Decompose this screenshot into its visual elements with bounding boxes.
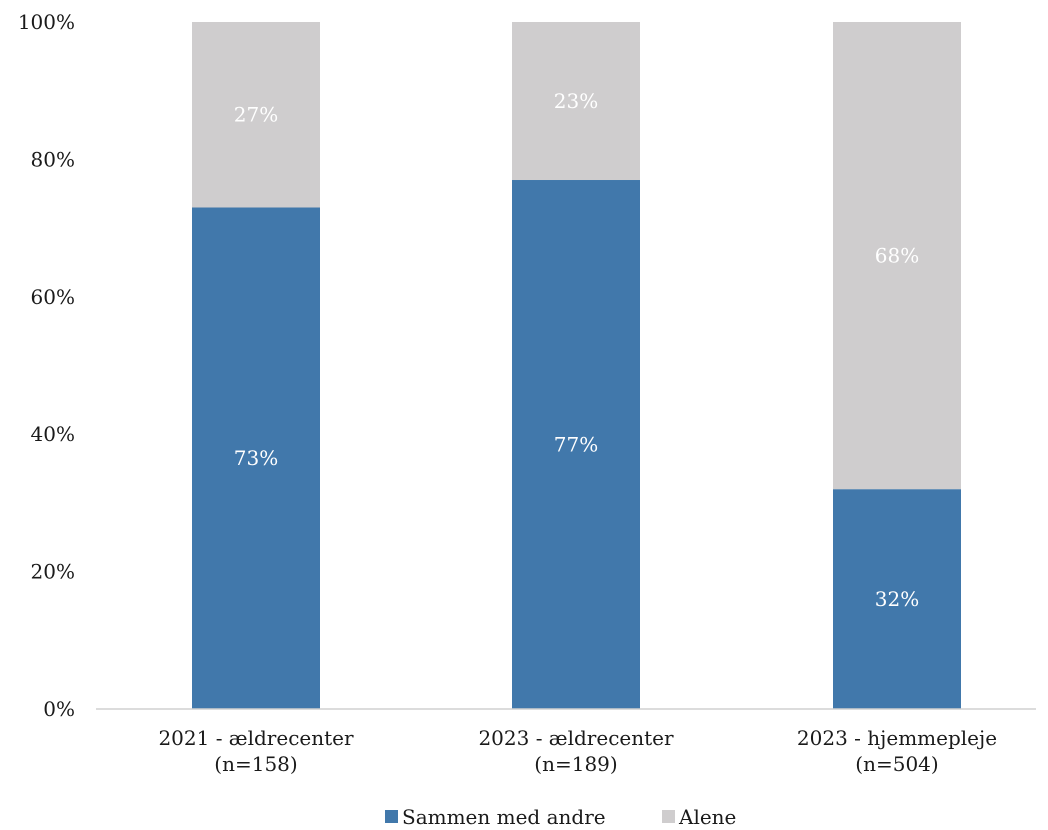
legend: Sammen med andre Alene bbox=[385, 805, 736, 829]
data-label: 27% bbox=[234, 103, 278, 127]
y-tick-label: 40% bbox=[31, 422, 75, 446]
legend-label: Sammen med andre bbox=[402, 805, 606, 829]
bar-segment bbox=[833, 489, 961, 709]
y-tick-label: 100% bbox=[18, 10, 75, 34]
x-tick-label: (n=504) bbox=[855, 752, 938, 776]
y-axis: 0% 20% 40% 60% 80% 100% bbox=[18, 10, 75, 721]
bar-segment bbox=[833, 22, 961, 490]
bar-segment bbox=[512, 22, 640, 181]
data-label: 23% bbox=[554, 89, 598, 113]
x-tick-label: 2023 - hjemmepleje bbox=[797, 726, 997, 750]
data-label: 32% bbox=[875, 587, 919, 611]
y-tick-label: 60% bbox=[31, 285, 75, 309]
data-label: 68% bbox=[875, 244, 919, 268]
bars: 73% 27% 77% 23% 32% 68% bbox=[192, 22, 961, 710]
x-tick-label: (n=189) bbox=[534, 752, 617, 776]
bar-segment bbox=[192, 22, 320, 208]
x-tick-label: 2023 - ældrecenter bbox=[478, 726, 674, 750]
legend-swatch bbox=[662, 810, 675, 823]
x-tick-label: 2021 - ældrecenter bbox=[158, 726, 354, 750]
data-label: 77% bbox=[554, 433, 598, 457]
y-tick-label: 80% bbox=[31, 147, 75, 171]
legend-label: Alene bbox=[678, 805, 736, 829]
y-tick-label: 20% bbox=[31, 560, 75, 584]
data-label: 73% bbox=[234, 446, 278, 470]
x-axis: 2021 - ældrecenter(n=158) 2023 - ældrecen… bbox=[158, 726, 997, 776]
bar-segment bbox=[192, 207, 320, 710]
x-tick-label: (n=158) bbox=[214, 752, 297, 776]
y-tick-label: 0% bbox=[43, 697, 75, 721]
bar-segment bbox=[512, 180, 640, 709]
legend-swatch bbox=[385, 810, 398, 823]
